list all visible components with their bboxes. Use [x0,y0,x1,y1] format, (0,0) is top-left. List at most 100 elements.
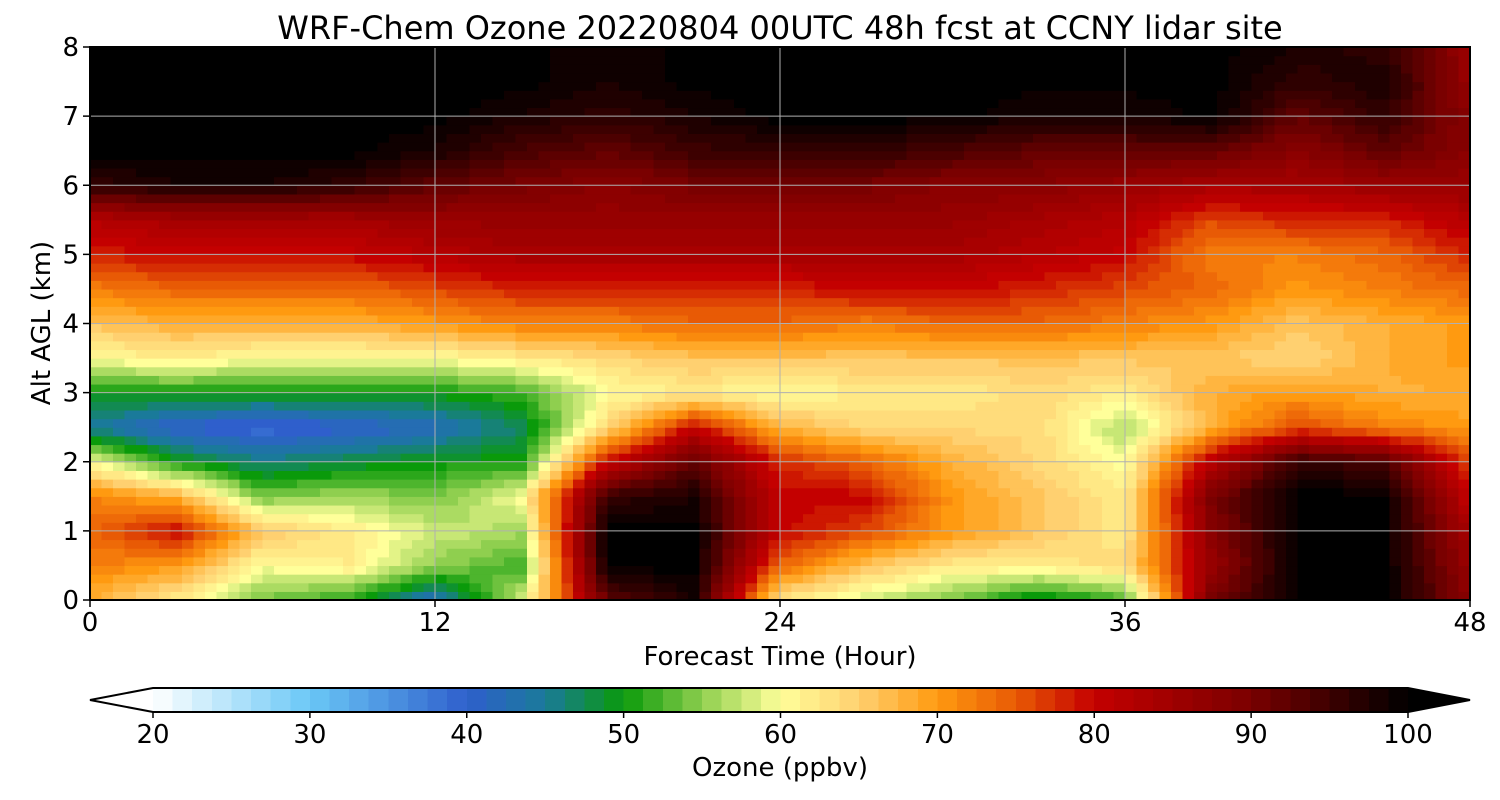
heatmap-cell [458,47,471,57]
heatmap-cell [124,202,137,212]
heatmap-cell [814,133,827,143]
heatmap-cell [538,219,551,230]
heatmap-cell [676,254,689,264]
heatmap-cell [734,219,747,230]
heatmap-cell [228,461,241,471]
heatmap-cell [665,193,678,204]
heatmap-cell [400,185,413,195]
heatmap-cell [251,211,264,221]
heatmap-cell [780,306,793,316]
heatmap-cell [228,297,241,307]
heatmap-cell [239,237,252,247]
heatmap-cell [389,263,402,273]
heatmap-cell [412,556,425,567]
heatmap-cell [768,159,781,169]
heatmap-cell [918,401,931,411]
heatmap-cell [366,271,379,281]
heatmap-cell [906,383,919,394]
heatmap-cell [331,193,344,204]
heatmap-cell [147,401,160,411]
heatmap-cell [435,98,448,109]
heatmap-cell [320,358,333,368]
heatmap-cell [205,219,218,230]
heatmap-cell [504,245,517,255]
heatmap-cell [504,548,517,558]
heatmap-cell [205,358,218,368]
heatmap-cell [90,64,103,74]
heatmap-cell [768,176,781,186]
heatmap-cell [400,522,413,532]
heatmap-cell [331,142,344,152]
heatmap-cell [607,323,620,333]
heatmap-cell [665,401,678,411]
heatmap-cell [722,409,735,420]
heatmap-cell [400,193,413,204]
heatmap-cell [538,392,551,402]
heatmap-cell [711,81,724,91]
heatmap-cell [941,254,954,264]
heatmap-cell [239,453,252,463]
heatmap-cell [941,55,954,65]
heatmap-cell [331,522,344,532]
heatmap-cell [159,574,172,584]
heatmap-cell [918,55,931,65]
heatmap-cell [803,193,816,204]
heatmap-cell [883,582,896,592]
heatmap-cell [113,539,126,549]
heatmap-cell [285,375,298,385]
heatmap-cell [757,263,770,273]
heatmap-cell [860,237,873,247]
heatmap-cell [274,124,287,135]
heatmap-cell [780,211,793,221]
heatmap-cell [481,332,494,342]
heatmap-cell [193,72,206,83]
heatmap-cell [251,556,264,567]
heatmap-cell [423,202,436,212]
heatmap-cell [734,72,747,83]
heatmap-cell [975,185,988,195]
heatmap-cell [504,124,517,135]
heatmap-cell [906,159,919,169]
heatmap-cell [170,167,183,178]
heatmap-cell [826,470,839,480]
heatmap-cell [619,539,632,549]
heatmap-cell [550,522,563,532]
heatmap-cell [860,582,873,592]
heatmap-cell [377,522,390,532]
heatmap-cell [860,98,873,109]
heatmap-cell [216,530,229,541]
heatmap-cell [90,548,103,558]
heatmap-cell [676,461,689,471]
heatmap-cell [400,375,413,385]
heatmap-cell [584,349,597,359]
heatmap-cell [883,176,896,186]
heatmap-cell [90,496,103,506]
heatmap-cell [504,271,517,281]
heatmap-cell [711,435,724,446]
heatmap-cell [423,522,436,532]
heatmap-cell [504,142,517,152]
heatmap-cell [791,167,804,178]
heatmap-cell [228,228,241,238]
heatmap-cell [918,245,931,255]
heatmap-cell [630,366,643,376]
heatmap-cell [711,263,724,273]
heatmap-cell [182,228,195,238]
heatmap-cell [653,358,666,368]
heatmap-cell [147,479,160,489]
heatmap-cell [124,314,137,325]
heatmap-cell [814,142,827,152]
heatmap-cell [860,461,873,471]
heatmap-cell [596,142,609,152]
heatmap-cell [872,193,885,204]
heatmap-cell [734,582,747,592]
heatmap-cell [860,133,873,143]
heatmap-cell [653,444,666,454]
heatmap-cell [550,306,563,316]
heatmap-cell [550,185,563,195]
heatmap-cell [872,574,885,584]
heatmap-cell [366,142,379,152]
heatmap-cell [423,150,436,160]
heatmap-cell [136,574,149,584]
heatmap-cell [101,159,114,169]
